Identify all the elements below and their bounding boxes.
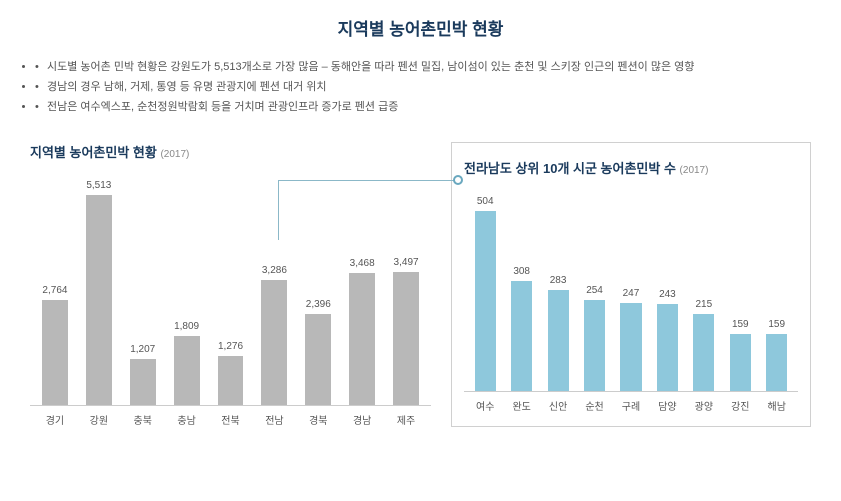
bar-wrap: 3,286 — [254, 176, 294, 405]
x-axis-label: 경북 — [298, 412, 338, 427]
bar-wrap: 159 — [724, 192, 756, 391]
bar-wrap: 5,513 — [79, 176, 119, 405]
x-axis-label: 해남 — [761, 398, 793, 413]
bar-value-label: 2,764 — [42, 285, 67, 296]
x-labels-left: 경기 강원 충북 충남 전북전남 경북 경남 제주 — [30, 406, 431, 427]
main-title: 지역별 농어촌민박 현황 — [30, 15, 811, 40]
x-axis-label: 충북 — [123, 412, 163, 427]
x-axis-label: 여수 — [469, 398, 501, 413]
bar-wrap: 3,468 — [342, 176, 382, 405]
x-axis-label: 경남 — [342, 412, 382, 427]
bullet-item: 전남은 여수엑스포, 순천정원박람회 등을 거치며 관광인프라 증가로 펜션 급… — [35, 98, 811, 118]
bar-wrap: 1,276 — [211, 176, 251, 405]
bar-wrap: 1,809 — [167, 176, 207, 405]
bar-value-label: 243 — [659, 289, 676, 300]
bar-wrap: 3,497 — [386, 176, 426, 405]
bars-area-right: 504 308 283 254 247 243 215 159 159 — [464, 192, 798, 392]
bar-value-label: 5,513 — [86, 180, 111, 191]
x-axis-label: 완도 — [505, 398, 537, 413]
chart-right-title: 전라남도 상위 10개 시군 농어촌민박 수 (2017) — [464, 158, 798, 177]
chart-right-title-text: 전라남도 상위 10개 시군 농어촌민박 수 — [464, 161, 676, 176]
bar — [693, 314, 714, 391]
x-labels-right: 여수 완도 신안 순천 구례 담양 광양 강진 해남 — [464, 392, 798, 413]
bar — [584, 300, 605, 391]
bullet-list: 시도별 농어촌 민박 현황은 강원도가 5,513개소로 가장 많음 – 동해안… — [30, 58, 811, 117]
bar-value-label: 3,497 — [394, 257, 419, 268]
bar — [657, 304, 678, 391]
bar-value-label: 159 — [732, 319, 749, 330]
bar-value-label: 247 — [623, 288, 640, 299]
bar-value-label: 504 — [477, 196, 494, 207]
bar — [475, 211, 496, 391]
chart-left: 지역별 농어촌민박 현황 (2017) 2,764 5,513 1,207 1,809… — [30, 142, 431, 427]
bars-area-left: 2,764 5,513 1,207 1,809 1,276 3,286 2,396 3,468… — [30, 176, 431, 406]
bar — [511, 281, 532, 391]
x-axis-label: 강진 — [724, 398, 756, 413]
x-axis-label: 신안 — [542, 398, 574, 413]
bar-wrap: 159 — [761, 192, 793, 391]
bar-value-label: 1,276 — [218, 341, 243, 352]
x-axis-label: 구례 — [615, 398, 647, 413]
bar-value-label: 283 — [550, 275, 567, 286]
x-axis-label: 전북 — [211, 412, 251, 427]
bar-wrap: 308 — [505, 192, 537, 391]
bar — [42, 300, 68, 405]
x-axis-label: 강원 — [79, 412, 119, 427]
connector-line-horizontal — [278, 180, 458, 181]
chart-left-year: (2017) — [160, 149, 189, 160]
bar-value-label: 215 — [696, 299, 713, 310]
bar-value-label: 1,207 — [130, 344, 155, 355]
x-axis-label: 충남 — [167, 412, 207, 427]
bar — [620, 303, 641, 391]
bar — [548, 290, 569, 391]
bar-wrap: 215 — [688, 192, 720, 391]
bar — [130, 359, 156, 405]
bar-value-label: 254 — [586, 285, 603, 296]
chart-right-year: (2017) — [680, 165, 709, 176]
charts-container: 지역별 농어촌민박 현황 (2017) 2,764 5,513 1,207 1,809… — [30, 142, 811, 427]
bar-wrap: 2,764 — [35, 176, 75, 405]
bar-wrap: 504 — [469, 192, 501, 391]
bar-wrap: 247 — [615, 192, 647, 391]
bar — [86, 195, 112, 405]
bullet-item: 경남의 경우 남해, 거제, 통영 등 유명 관광지에 펜션 대거 위치 — [35, 78, 811, 98]
chart-right: 전라남도 상위 10개 시군 농어촌민박 수 (2017) 504 308 283 2… — [451, 142, 811, 427]
bar-value-label: 3,286 — [262, 265, 287, 276]
bar-wrap: 1,207 — [123, 176, 163, 405]
bar-value-label: 159 — [768, 319, 785, 330]
bullet-item: 시도별 농어촌 민박 현황은 강원도가 5,513개소로 가장 많음 – 동해안… — [35, 58, 811, 78]
x-axis-label: 순천 — [578, 398, 610, 413]
connector-line-vertical — [278, 180, 279, 240]
x-axis-label: 제주 — [386, 412, 426, 427]
bar-value-label: 1,809 — [174, 321, 199, 332]
bar — [261, 280, 287, 405]
bar — [730, 334, 751, 391]
x-axis-label: 경기 — [35, 412, 75, 427]
bar-wrap: 254 — [578, 192, 610, 391]
bar — [305, 314, 331, 405]
x-axis-label: 광양 — [688, 398, 720, 413]
bar — [218, 356, 244, 405]
bar — [393, 272, 419, 405]
bar-value-label: 308 — [513, 266, 530, 277]
chart-left-title-text: 지역별 농어촌민박 현황 — [30, 145, 157, 160]
x-axis-label: 전남 — [254, 412, 294, 427]
bar — [766, 334, 787, 391]
bar-wrap: 283 — [542, 192, 574, 391]
bar-wrap: 2,396 — [298, 176, 338, 405]
bar-value-label: 3,468 — [350, 258, 375, 269]
chart-left-title: 지역별 농어촌민박 현황 (2017) — [30, 142, 431, 161]
bar-value-label: 2,396 — [306, 299, 331, 310]
bar — [349, 273, 375, 405]
bar — [174, 336, 200, 405]
bar-wrap: 243 — [651, 192, 683, 391]
x-axis-label: 담양 — [651, 398, 683, 413]
